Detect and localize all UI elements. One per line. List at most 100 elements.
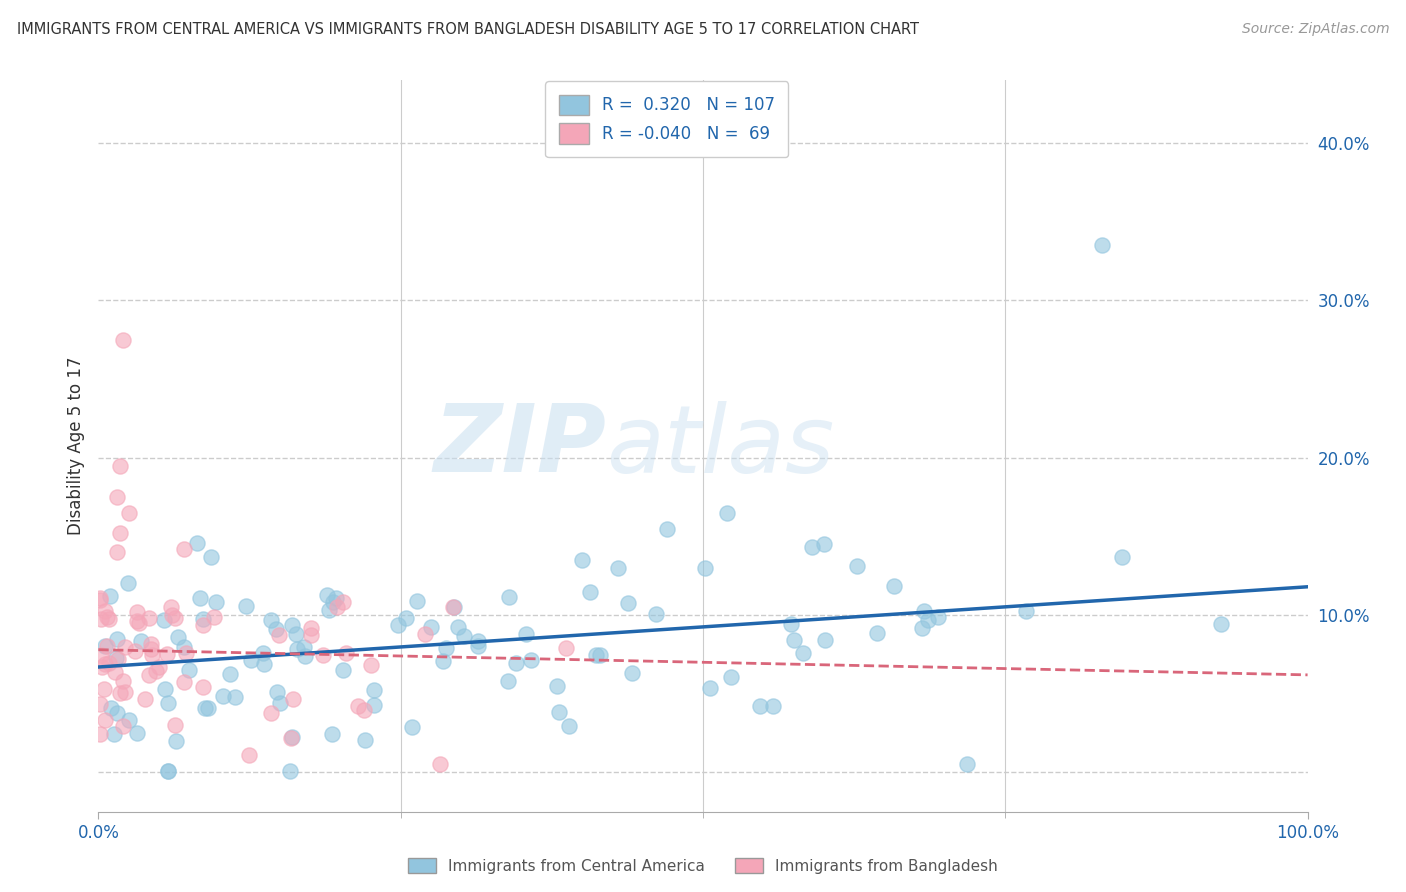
Point — [89, 697, 111, 711]
Point — [112, 674, 135, 689]
Point — [157, 764, 180, 778]
Point — [224, 690, 246, 704]
Point — [363, 682, 385, 697]
Point — [387, 617, 409, 632]
Point — [173, 542, 195, 557]
Point — [467, 640, 489, 654]
Point — [266, 684, 288, 698]
Point — [139, 637, 162, 651]
Point — [294, 649, 316, 664]
Point — [607, 561, 630, 575]
Point — [326, 599, 349, 614]
Point — [505, 657, 527, 671]
Legend: R =  0.320   N = 107, R = -0.040   N =  69: R = 0.320 N = 107, R = -0.040 N = 69 — [546, 81, 789, 157]
Point — [165, 611, 187, 625]
Point — [955, 756, 977, 771]
Point — [814, 633, 837, 648]
Point — [280, 731, 302, 745]
Point — [284, 627, 307, 641]
Point — [748, 699, 770, 714]
Point — [278, 764, 301, 778]
Point — [212, 690, 235, 704]
Point — [558, 718, 581, 732]
Point — [318, 603, 340, 617]
Point — [912, 604, 935, 618]
Point — [165, 718, 187, 732]
Point — [436, 640, 458, 655]
Point — [1091, 238, 1114, 252]
Point — [165, 733, 187, 747]
Point — [616, 596, 638, 610]
Point — [432, 654, 454, 668]
Legend: Immigrants from Central America, Immigrants from Bangladesh: Immigrants from Central America, Immigra… — [402, 852, 1004, 880]
Point — [693, 561, 716, 575]
Point — [107, 652, 129, 666]
Point — [498, 591, 520, 605]
Point — [89, 591, 111, 606]
Point — [269, 628, 291, 642]
Point — [779, 617, 801, 632]
Point — [548, 705, 571, 719]
Point — [299, 628, 322, 642]
Point — [620, 665, 643, 680]
Point — [98, 657, 121, 671]
Point — [128, 615, 150, 630]
Point — [335, 646, 357, 660]
Point — [315, 588, 337, 602]
Point — [186, 536, 208, 550]
Point — [108, 525, 131, 540]
Point — [720, 670, 742, 684]
Point — [94, 639, 117, 653]
Point — [252, 646, 274, 660]
Point — [299, 621, 322, 635]
Point — [866, 626, 889, 640]
Point — [655, 522, 678, 536]
Point — [200, 550, 222, 565]
Point — [555, 641, 578, 656]
Point — [138, 667, 160, 681]
Point — [103, 727, 125, 741]
Point — [911, 621, 934, 635]
Text: atlas: atlas — [606, 401, 835, 491]
Point — [111, 333, 134, 347]
Point — [191, 680, 214, 694]
Point — [105, 490, 128, 504]
Point — [124, 644, 146, 658]
Point — [114, 685, 136, 699]
Point — [90, 648, 112, 662]
Point — [219, 667, 242, 681]
Point — [419, 620, 441, 634]
Point — [173, 640, 195, 654]
Point — [332, 663, 354, 677]
Point — [401, 719, 423, 733]
Point — [813, 537, 835, 551]
Text: IMMIGRANTS FROM CENTRAL AMERICA VS IMMIGRANTS FROM BANGLADESH DISABILITY AGE 5 T: IMMIGRANTS FROM CENTRAL AMERICA VS IMMIG… — [17, 22, 920, 37]
Point — [105, 632, 128, 647]
Point — [107, 544, 129, 558]
Point — [188, 591, 211, 606]
Point — [105, 706, 128, 721]
Text: ZIP: ZIP — [433, 400, 606, 492]
Point — [292, 640, 315, 654]
Point — [157, 764, 180, 778]
Point — [129, 633, 152, 648]
Point — [1209, 616, 1232, 631]
Point — [321, 727, 343, 741]
Point — [177, 663, 200, 677]
Point — [105, 651, 128, 665]
Point — [699, 681, 721, 695]
Point — [127, 605, 149, 619]
Point — [94, 714, 117, 728]
Point — [496, 673, 519, 688]
Point — [127, 726, 149, 740]
Point — [141, 648, 163, 663]
Point — [104, 665, 127, 680]
Point — [311, 648, 333, 663]
Point — [118, 506, 141, 520]
Point — [447, 620, 470, 634]
Point — [353, 703, 375, 717]
Point — [202, 610, 225, 624]
Point — [413, 627, 436, 641]
Point — [260, 613, 283, 627]
Point — [519, 653, 541, 667]
